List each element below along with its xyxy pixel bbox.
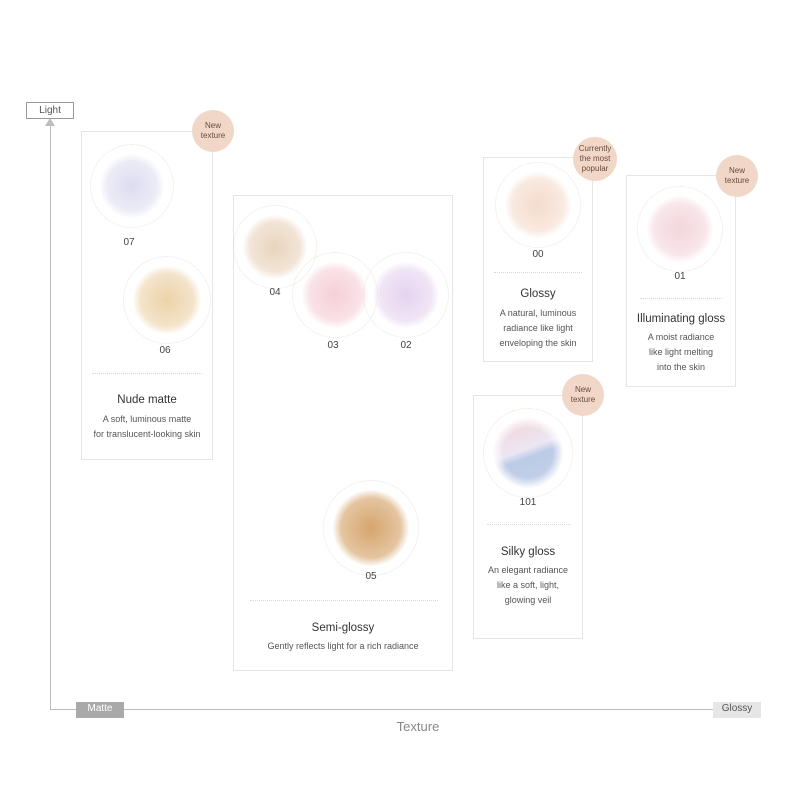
new-texture-badge: New texture bbox=[192, 110, 234, 152]
group-divider bbox=[487, 524, 571, 525]
group-divider bbox=[640, 298, 722, 299]
x-axis-title: Texture bbox=[396, 719, 440, 734]
shade-swatch-02 bbox=[363, 252, 449, 338]
shade-code-06: 06 bbox=[159, 345, 171, 356]
shade-code-01: 01 bbox=[674, 271, 686, 282]
group-divider bbox=[92, 373, 202, 374]
group-name: Illuminating gloss bbox=[636, 313, 726, 325]
group-description-line: An elegant radiance bbox=[487, 565, 569, 575]
group-divider bbox=[494, 272, 582, 273]
group-description-line: for translucent-looking skin bbox=[93, 429, 201, 439]
group-description-line: like a soft, light, bbox=[496, 580, 560, 590]
shade-code-05: 05 bbox=[365, 571, 377, 582]
shade-code-03: 03 bbox=[327, 340, 339, 351]
group-name: Silky gloss bbox=[500, 546, 556, 558]
shade-swatch-101 bbox=[483, 408, 573, 498]
x-axis-left-label: Matte bbox=[76, 702, 124, 718]
shade-swatch-07 bbox=[90, 144, 174, 228]
group-description-line: like light melting bbox=[648, 347, 714, 357]
shade-swatch-04 bbox=[233, 205, 317, 289]
group-name: Semi-glossy bbox=[311, 622, 375, 634]
group-description-line: glowing veil bbox=[504, 595, 552, 605]
shade-swatch-06 bbox=[123, 256, 211, 344]
group-description-line: A moist radiance bbox=[647, 332, 715, 342]
shade-code-00: 00 bbox=[532, 249, 544, 260]
group-description-line: Gently reflects light for a rich radianc… bbox=[267, 641, 419, 651]
arrow-up-icon bbox=[45, 118, 55, 126]
most-popular-badge: Currently the most popular bbox=[573, 137, 617, 181]
shade-swatch-05 bbox=[323, 480, 419, 576]
new-texture-badge: New texture bbox=[562, 374, 604, 416]
shade-code-04: 04 bbox=[269, 287, 281, 298]
new-texture-badge: New texture bbox=[716, 155, 758, 197]
group-description-line: radiance like light bbox=[503, 323, 573, 333]
shade-swatch-03 bbox=[292, 252, 378, 338]
shade-swatch-01 bbox=[637, 186, 723, 272]
group-description-line: A natural, luminous bbox=[499, 308, 577, 318]
group-description-line: enveloping the skin bbox=[499, 338, 577, 348]
y-axis-line bbox=[50, 122, 51, 709]
group-name: Glossy bbox=[520, 288, 556, 300]
shade-swatch-00 bbox=[495, 162, 581, 248]
x-axis-line bbox=[50, 709, 750, 710]
x-axis-right-label: Glossy bbox=[713, 702, 761, 718]
group-description-line: into the skin bbox=[656, 362, 706, 372]
group-divider bbox=[250, 600, 438, 601]
group-description-line: A soft, luminous matte bbox=[102, 414, 192, 424]
shade-code-07: 07 bbox=[123, 237, 135, 248]
shade-code-02: 02 bbox=[400, 340, 412, 351]
group-name: Nude matte bbox=[117, 394, 177, 406]
shade-code-101: 101 bbox=[519, 497, 537, 508]
y-axis-label: Light bbox=[26, 102, 74, 119]
